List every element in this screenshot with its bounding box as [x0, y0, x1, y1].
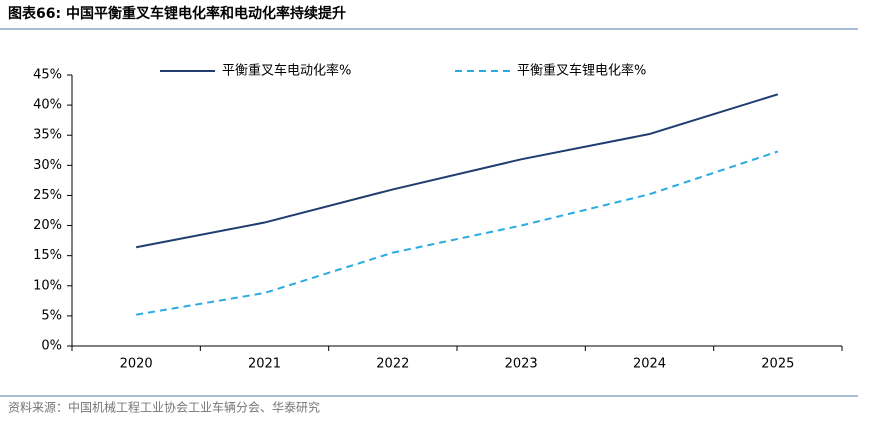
y-tick-label: 5% — [41, 308, 62, 323]
y-tick-label: 30% — [33, 158, 62, 173]
y-tick-label: 40% — [33, 98, 62, 113]
y-tick-label: 10% — [33, 278, 62, 293]
x-tick-label: 2021 — [248, 357, 281, 372]
y-tick-label: 35% — [33, 128, 62, 143]
y-tick-label: 0% — [41, 339, 62, 354]
x-tick-label: 2022 — [376, 357, 409, 372]
source: 资料来源：中国机械工程工业协会工业车辆分会、华泰研究 — [8, 400, 320, 415]
x-tick-label: 2023 — [505, 357, 538, 372]
y-tick-label: 20% — [33, 218, 62, 233]
series-line — [135, 93, 779, 249]
series-line — [136, 150, 779, 316]
y-tick-label: 25% — [33, 188, 62, 203]
x-tick-label: 2024 — [633, 357, 666, 372]
y-tick-label: 45% — [33, 68, 62, 83]
legend-label: 平衡重叉车电动化率% — [222, 63, 351, 79]
x-tick-label: 2020 — [120, 357, 153, 372]
legend-label: 平衡重叉车锂电化率% — [517, 63, 646, 79]
y-tick-label: 15% — [33, 248, 62, 263]
chart-title: 图表66: 中国平衡重叉车锂电化率和电动化率持续提升 — [8, 5, 346, 22]
x-tick-label: 2025 — [761, 357, 794, 372]
